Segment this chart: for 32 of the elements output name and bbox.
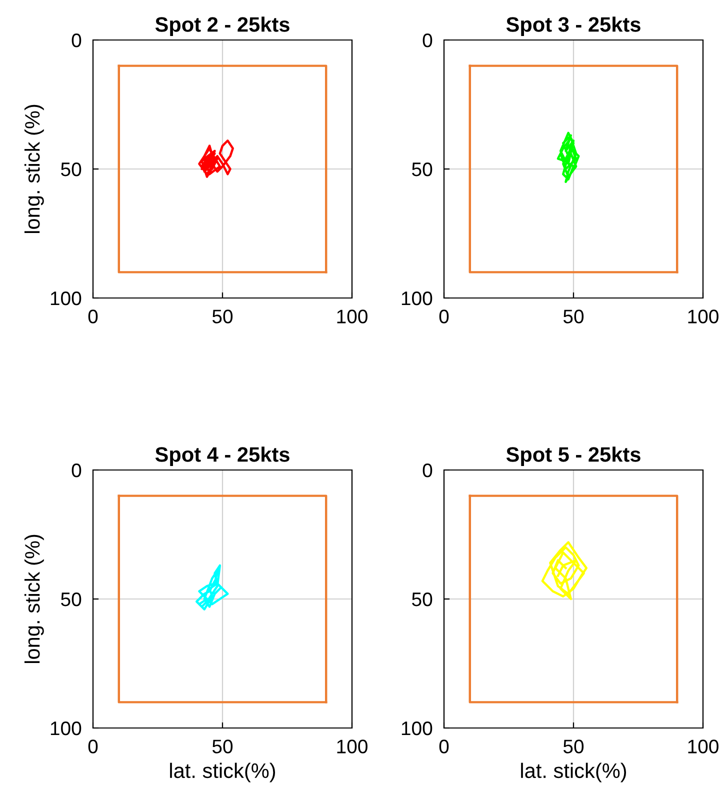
- x-tick-label: 100: [688, 740, 718, 754]
- x-tick-label: 100: [688, 310, 718, 324]
- y-tick-label: 50: [412, 162, 432, 176]
- chart-title: Spot 2 - 25kts: [155, 16, 290, 36]
- chart-title: Spot 3 - 25kts: [506, 16, 640, 36]
- x-tick-label: 0: [439, 310, 449, 324]
- y-tick-label: 0: [422, 463, 432, 478]
- y-tick-label: 50: [412, 592, 432, 606]
- y-tick-label: 100: [50, 721, 82, 736]
- chart-title: Spot 5 - 25kts: [506, 446, 640, 466]
- chart-title: Spot 4 - 25kts: [155, 446, 290, 466]
- y-tick-label: 0: [72, 463, 82, 478]
- x-tick-label: 0: [88, 310, 98, 324]
- y-tick-label: 50: [61, 592, 82, 606]
- x-tick-label: 0: [439, 740, 449, 754]
- x-axis-title: lat. stick(%): [170, 762, 276, 782]
- x-tick-label: 50: [212, 310, 233, 324]
- x-tick-label: 100: [337, 740, 368, 754]
- x-tick-label: 50: [212, 740, 233, 754]
- y-axis-title: long. stick (%): [24, 534, 44, 664]
- y-tick-label: 50: [61, 162, 82, 176]
- y-axis-title: long. stick (%): [24, 104, 44, 234]
- y-tick-label: 0: [72, 33, 82, 48]
- x-tick-label: 0: [88, 740, 98, 754]
- y-tick-label: 100: [50, 291, 82, 306]
- x-tick-label: 50: [563, 740, 584, 754]
- x-tick-label: 100: [337, 310, 368, 324]
- y-tick-label: 100: [402, 291, 432, 306]
- x-tick-label: 50: [563, 310, 584, 324]
- x-axis-title: lat. stick(%): [521, 762, 626, 782]
- y-tick-label: 0: [422, 33, 432, 48]
- y-tick-label: 100: [402, 721, 432, 736]
